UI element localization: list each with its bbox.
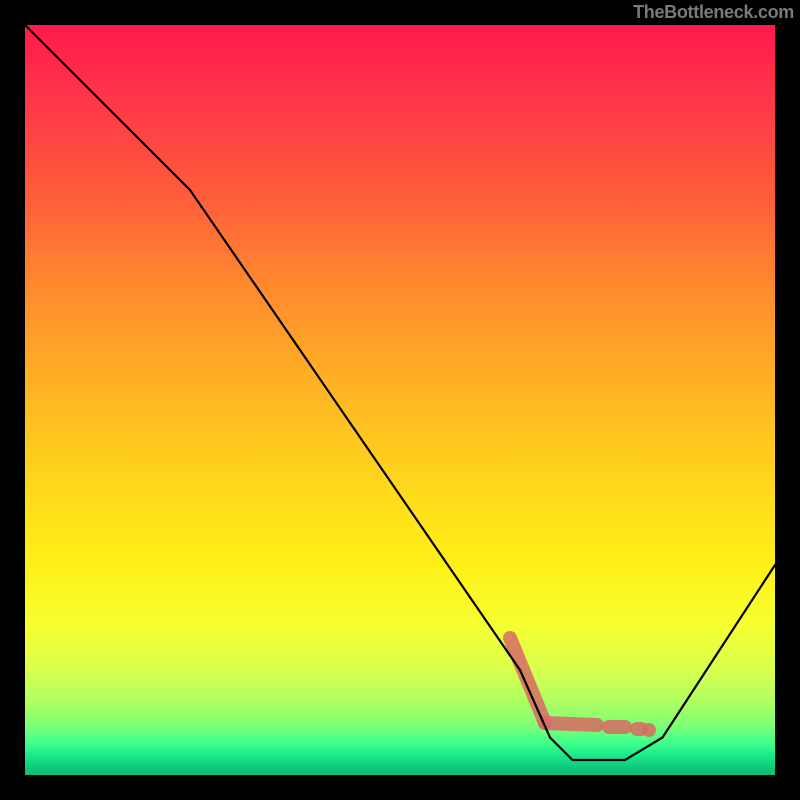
attribution-label: TheBottleneck.com [633,2,794,23]
plot-area [25,25,775,775]
highlight-series [510,638,656,737]
root: TheBottleneck.com [0,0,800,800]
bottleneck-curve [25,25,775,760]
chart-overlay [25,25,775,775]
